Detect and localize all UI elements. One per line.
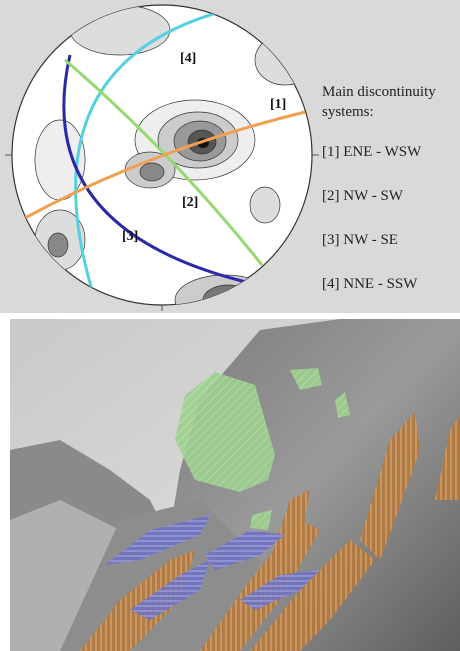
photo — [10, 319, 460, 651]
legend-item: [4] NNE - SSW — [322, 276, 418, 292]
legend-title: Main discontinuity systems: — [322, 84, 436, 120]
contours — [34, 5, 312, 305]
system-label: [3] — [122, 229, 138, 244]
great-circles — [24, 6, 306, 301]
system-label: [1] — [270, 97, 286, 112]
legend-item: [2] NW - SW — [322, 188, 403, 204]
system-label: [4] — [180, 51, 196, 66]
legend-item: [3] NW - SE — [322, 232, 398, 248]
system-label: [2] — [182, 195, 198, 210]
legend: Main discontinuity systems: [1] ENE - WS… — [322, 82, 452, 318]
legend-item: [1] ENE - WSW — [322, 144, 422, 160]
